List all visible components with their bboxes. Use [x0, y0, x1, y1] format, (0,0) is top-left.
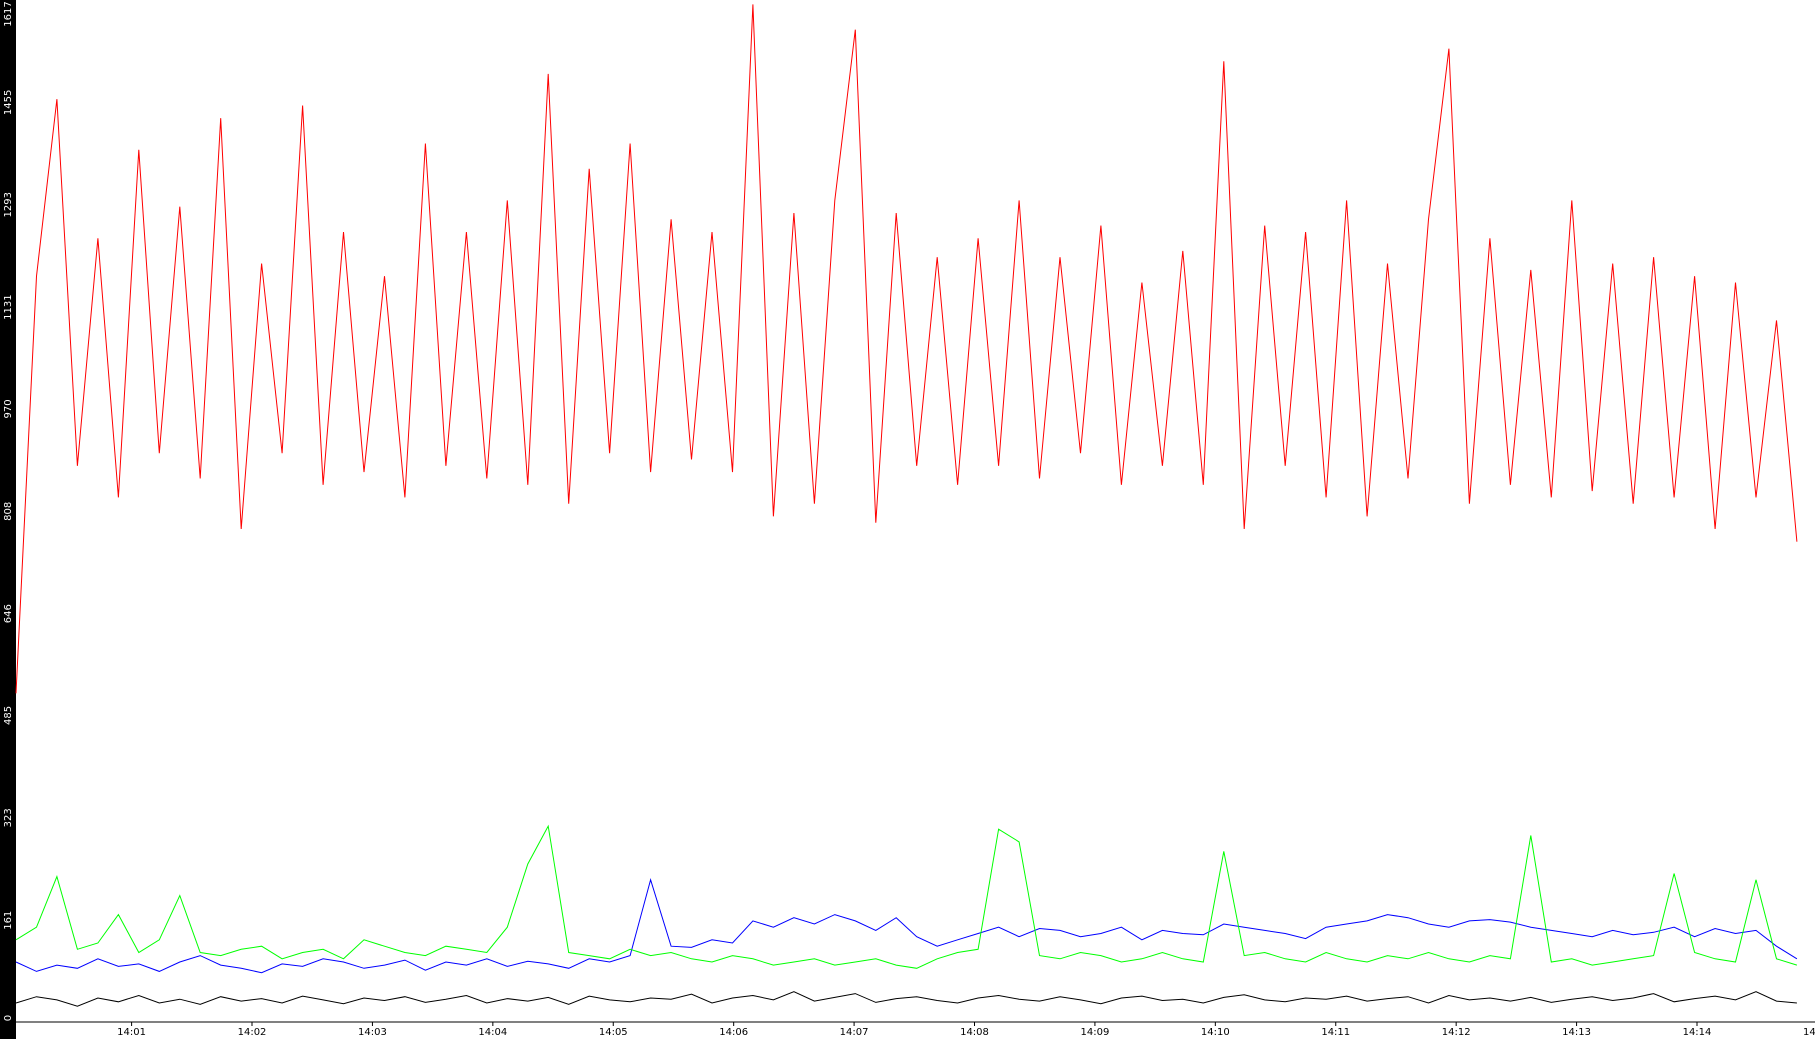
x-tick-label: 14:01: [117, 1027, 146, 1038]
x-tick-label: 14:11: [1321, 1027, 1350, 1038]
y-tick-label: 970: [3, 399, 14, 418]
y-tick-label: 1455: [3, 90, 14, 115]
x-tick-label: 14:15: [1803, 1027, 1815, 1038]
x-tick-label: 14:12: [1442, 1027, 1471, 1038]
y-tick-label: 808: [3, 502, 14, 521]
y-tick-label: 485: [3, 706, 14, 725]
x-tick-label: 14:05: [599, 1027, 628, 1038]
x-tick-label: 14:10: [1201, 1027, 1230, 1038]
y-tick-label: 161: [3, 911, 14, 930]
y-axis-strip: [0, 0, 16, 1039]
x-tick-label: 14:03: [358, 1027, 387, 1038]
series-line: [15, 4, 1798, 694]
y-tick-label: 1131: [3, 294, 14, 319]
x-tick-label: 14:04: [478, 1027, 507, 1038]
x-tick-label: 14:14: [1683, 1027, 1712, 1038]
y-tick-label: 646: [3, 604, 14, 623]
series-line: [15, 878, 1798, 974]
x-tick-label: 14:07: [840, 1027, 869, 1038]
y-tick-label: 1617: [3, 1, 14, 26]
y-tick-label: 323: [3, 808, 14, 827]
y-tick-label: 0: [3, 1015, 14, 1021]
series-line: [15, 824, 1798, 969]
y-tick-label: 1293: [3, 192, 14, 217]
x-tick-label: 14:02: [238, 1027, 267, 1038]
x-tick-label: 14:08: [960, 1027, 989, 1038]
x-tick-label: 14:13: [1562, 1027, 1591, 1038]
x-tick-label: 14:09: [1081, 1027, 1110, 1038]
series-line: [15, 991, 1797, 1007]
x-tick-label: 14:06: [719, 1027, 748, 1038]
